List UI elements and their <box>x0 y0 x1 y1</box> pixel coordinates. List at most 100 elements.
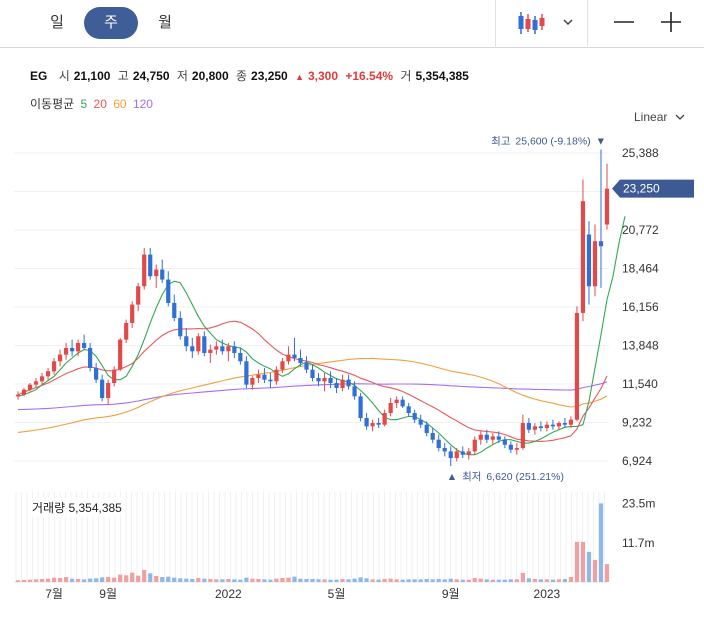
volume-bar <box>604 564 610 582</box>
candle-body <box>388 403 393 414</box>
high-label: 고 <box>117 69 129 83</box>
volume-bar <box>118 574 123 582</box>
volume-bar <box>298 578 303 582</box>
volume-bar <box>268 579 273 582</box>
open-label: 시 <box>58 69 70 83</box>
volume-bar <box>412 579 417 582</box>
volume-bar <box>532 578 537 582</box>
scale-selector[interactable]: Linear <box>634 110 685 124</box>
candle-body <box>124 322 129 340</box>
volume-bar <box>460 579 465 582</box>
ohlc-summary: EG 시 21,100 고 24,750 저 20,800 종 23,250 ▲ 3,30… <box>30 67 473 84</box>
ma-legend-60[interactable]: 60 <box>113 97 127 111</box>
chart-toolbar: 일 주 월 <box>0 0 704 48</box>
volume-bar <box>57 577 63 582</box>
candle-body <box>412 413 417 420</box>
chart-type-button[interactable] <box>500 4 586 44</box>
candle-body <box>268 379 273 382</box>
moving-averages <box>17 216 626 456</box>
candle-body <box>142 254 147 287</box>
zoom-in-button[interactable] <box>650 4 690 44</box>
volume-bar <box>166 576 171 582</box>
period-tabs: 일 주 월 <box>30 7 192 39</box>
candle-body <box>304 362 309 370</box>
last-price-tag: 23,250 <box>612 179 694 198</box>
volume-bar <box>478 578 483 582</box>
volume-bar <box>154 575 159 582</box>
volume-bar <box>220 579 225 582</box>
volume-bar <box>376 579 381 582</box>
tab-monthly[interactable]: 월 <box>158 14 172 31</box>
high-annotation: 최고 25,600 (-9.18%) ▼ <box>491 135 606 147</box>
candle-body <box>244 361 249 385</box>
candle-body <box>238 352 243 362</box>
candle-body <box>418 419 423 425</box>
ma-legend-title: 이동평균 <box>30 97 75 111</box>
volume-bar <box>250 578 255 582</box>
ma-legend-5[interactable]: 5 <box>80 97 88 111</box>
volume-bar <box>430 579 435 582</box>
volume-bar <box>202 578 207 582</box>
volume-bar <box>400 579 405 582</box>
change-up-icon: ▲ <box>295 72 304 82</box>
candle-body <box>75 342 81 352</box>
candle-body <box>604 188 610 225</box>
candle-body <box>178 317 183 337</box>
tab-weekly[interactable]: 주 <box>84 7 138 39</box>
ma-legend-20[interactable]: 20 <box>93 97 107 111</box>
candle-body <box>51 361 57 372</box>
candle-body <box>442 448 447 452</box>
volume-panel-value: 5,354,385 <box>68 501 122 515</box>
chevron-down-icon <box>675 114 685 120</box>
volume-bar <box>340 578 345 582</box>
x-tick-label: 9월 <box>442 587 460 601</box>
candle-body <box>454 451 459 459</box>
candles <box>15 149 610 467</box>
high-annotation-label: 최고 <box>491 135 511 147</box>
volume-bar <box>232 579 237 582</box>
volume-bar <box>580 541 586 582</box>
candle-body <box>364 418 369 427</box>
volume-bar <box>262 579 267 582</box>
toolbar-divider <box>495 0 496 48</box>
volume-bar <box>352 578 357 582</box>
volume-bar <box>280 577 285 582</box>
x-tick-label: 5월 <box>328 587 346 601</box>
volume-bar <box>172 577 177 582</box>
volume-bar <box>69 578 75 582</box>
candle-body <box>63 347 69 355</box>
ticker-symbol: EG <box>30 69 48 83</box>
volume-bar <box>244 577 249 582</box>
candle-body <box>538 426 543 429</box>
candle-body <box>262 374 267 380</box>
candle-body <box>526 423 531 430</box>
volume-bar <box>256 578 261 582</box>
y-tick-label: 18,464 <box>622 262 659 276</box>
candle-body <box>118 339 123 370</box>
candle-body <box>33 381 39 385</box>
ma5-line <box>17 216 626 456</box>
volume-bar <box>556 579 562 582</box>
ma-legend-120[interactable]: 120 <box>132 97 153 111</box>
candle-body <box>328 377 333 383</box>
volume-bar <box>454 579 459 582</box>
candle-body <box>424 424 429 434</box>
tab-daily[interactable]: 일 <box>50 14 64 31</box>
volume-bar <box>382 578 387 582</box>
candle-body <box>82 342 87 348</box>
volume-bar <box>424 578 429 582</box>
candle-body <box>508 444 513 450</box>
candle-body <box>94 367 99 380</box>
y-tick-label: 11,540 <box>622 377 658 391</box>
candle-body <box>190 346 195 352</box>
candle-body <box>586 234 592 287</box>
candle-body <box>574 312 580 420</box>
candle-body <box>45 371 51 377</box>
volume-bar <box>112 577 117 582</box>
candle-body <box>310 369 315 378</box>
zoom-out-button[interactable] <box>604 4 644 44</box>
candle-body <box>544 424 550 429</box>
open-value: 21,100 <box>73 69 111 83</box>
volume-bar <box>568 576 574 582</box>
